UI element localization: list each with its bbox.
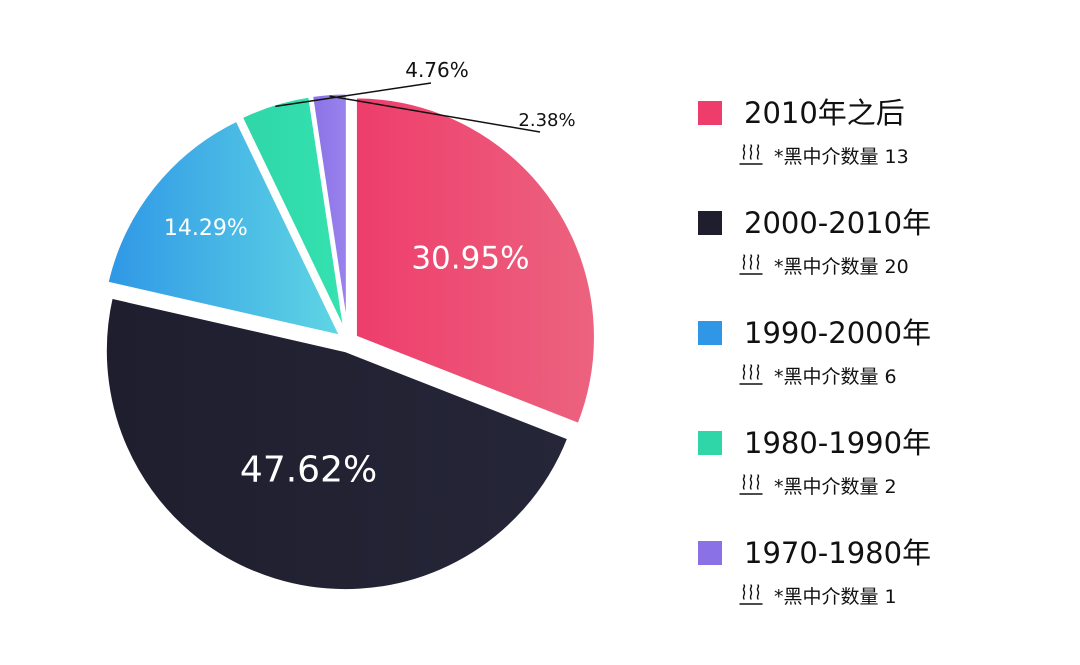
pie-chart: 30.95% 47.62% 14.29% 4.76% 2.38%: [103, 58, 597, 593]
pie-slice: [239, 94, 347, 335]
legend-count: *黑中介数量 2: [738, 472, 897, 498]
slice-percent-label: 4.76%: [405, 58, 469, 82]
legend-swatch: [698, 321, 722, 345]
legend-count: *黑中介数量 1: [738, 582, 897, 608]
legend-label: 2000-2010年: [744, 206, 932, 240]
legend-count-text: *黑中介数量 2: [774, 475, 897, 498]
legend-item-2000-2010: 2000-2010年 *黑中介数量 20: [698, 202, 1068, 312]
heat-waves-icon: [738, 144, 764, 166]
legend-swatch: [698, 541, 722, 565]
heat-waves-icon: [738, 364, 764, 386]
legend-label: 1980-1990年: [744, 426, 932, 460]
legend-swatch: [698, 101, 722, 125]
legend-item-1990-2000: 1990-2000年 *黑中介数量 6: [698, 312, 1068, 422]
slice-percent-label: 14.29%: [164, 216, 248, 241]
legend-count-text: *黑中介数量 13: [774, 145, 909, 168]
heat-waves-icon: [738, 584, 764, 606]
legend-label: 1990-2000年: [744, 316, 932, 350]
legend: 2010年之后 *黑中介数量 13 2000-2010年 *黑中介数量 20 1…: [698, 92, 1068, 642]
pie-slice: [309, 91, 349, 334]
heat-waves-icon: [738, 254, 764, 276]
slice-percent-label: 2.38%: [518, 110, 575, 131]
legend-count: *黑中介数量 20: [738, 252, 909, 278]
legend-label: 1970-1980年: [744, 536, 932, 570]
slice-percent-label: 30.95%: [411, 241, 529, 277]
legend-item-1980-1990: 1980-1990年 *黑中介数量 2: [698, 422, 1068, 532]
legend-swatch: [698, 211, 722, 235]
legend-count-text: *黑中介数量 1: [774, 585, 897, 608]
legend-count: *黑中介数量 6: [738, 362, 897, 388]
legend-item-2010-after: 2010年之后 *黑中介数量 13: [698, 92, 1068, 202]
legend-swatch: [698, 431, 722, 455]
legend-count-text: *黑中介数量 20: [774, 255, 909, 278]
pie-slice: [353, 95, 597, 427]
legend-item-1970-1980: 1970-1980年 *黑中介数量 1: [698, 532, 1068, 642]
slice-percent-label: 47.62%: [240, 449, 377, 490]
legend-label: 2010年之后: [744, 96, 905, 130]
legend-count: *黑中介数量 13: [738, 142, 909, 168]
legend-count-text: *黑中介数量 6: [774, 365, 897, 388]
pie-slice: [105, 118, 344, 339]
pie-slice: [103, 295, 571, 593]
leader-line: [275, 82, 432, 108]
heat-waves-icon: [738, 474, 764, 496]
leader-line: [329, 95, 541, 133]
